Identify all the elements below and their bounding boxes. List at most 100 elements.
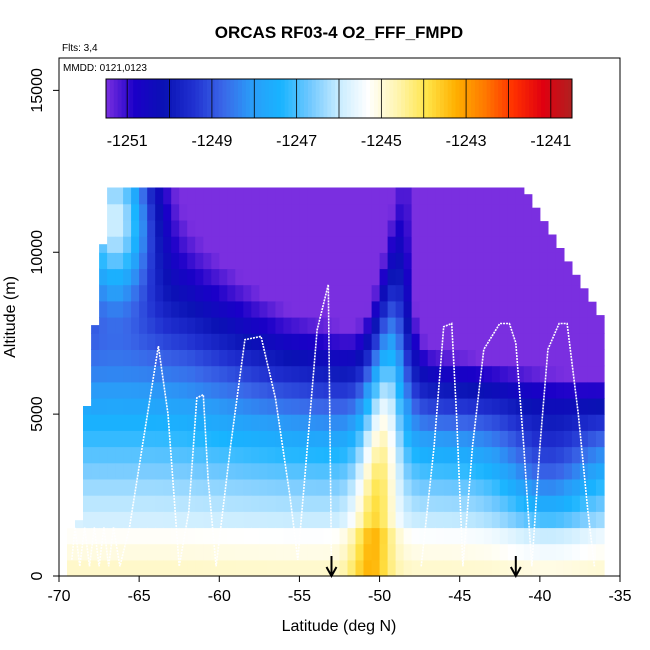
heatmap-cell xyxy=(387,203,397,221)
heatmap-cell xyxy=(235,527,244,545)
heatmap-cell xyxy=(227,219,236,237)
colorbar-segment xyxy=(265,79,270,118)
heatmap-cell xyxy=(411,495,421,512)
heatmap-cell xyxy=(555,333,565,350)
heatmap-cell xyxy=(371,527,381,545)
heatmap-cell xyxy=(275,397,284,415)
heatmap-cell xyxy=(339,414,349,431)
colorbar-segment xyxy=(346,79,352,118)
heatmap-cell xyxy=(139,495,148,512)
heatmap-cell xyxy=(259,495,268,512)
heatmap-cell xyxy=(547,236,557,253)
heatmap-cell xyxy=(371,462,381,480)
heatmap-cell xyxy=(211,268,220,286)
colorbar-segment xyxy=(168,79,173,118)
heatmap-cell xyxy=(195,203,204,221)
heatmap-cell xyxy=(427,430,437,448)
heatmap-cell xyxy=(275,203,284,221)
heatmap-cell xyxy=(483,543,493,561)
heatmap-cell xyxy=(363,333,373,350)
heatmap-cell xyxy=(459,203,469,221)
heatmap-cell xyxy=(443,414,453,431)
heatmap-cell xyxy=(347,317,357,334)
heatmap-cell xyxy=(531,511,541,529)
heatmap-cell xyxy=(83,495,92,512)
colorbar-segment xyxy=(311,79,317,118)
heatmap-cell xyxy=(411,187,421,205)
heatmap-cell xyxy=(251,495,260,512)
colorbar-segment xyxy=(179,79,185,118)
heatmap-cell xyxy=(491,414,501,431)
heatmap-cell xyxy=(491,333,501,350)
heatmap-cell xyxy=(91,446,100,464)
heatmap-cell xyxy=(171,300,180,318)
heatmap-cell xyxy=(171,462,180,480)
heatmap-cell xyxy=(243,462,252,480)
heatmap-cell xyxy=(195,527,204,545)
heatmap-cell xyxy=(339,478,349,496)
heatmap-cell xyxy=(299,236,308,253)
heatmap-cell xyxy=(219,187,228,205)
heatmap-cell xyxy=(227,284,236,302)
heatmap-cell xyxy=(211,252,220,270)
heatmap-cell xyxy=(235,187,244,205)
heatmap-cell xyxy=(131,559,140,577)
heatmap-cell xyxy=(587,397,597,415)
heatmap-cell xyxy=(283,349,292,367)
heatmap-cell xyxy=(299,317,308,334)
heatmap-cell xyxy=(379,333,389,350)
heatmap-cell xyxy=(163,559,172,577)
heatmap-cell xyxy=(411,203,421,221)
heatmap-cell xyxy=(331,236,341,253)
heatmap-cell xyxy=(123,365,132,383)
heatmap-cell xyxy=(243,478,252,496)
colorbar-segment xyxy=(478,79,484,118)
heatmap-cell xyxy=(451,495,461,512)
heatmap-cell xyxy=(459,381,469,399)
heatmap-cell xyxy=(411,333,421,350)
heatmap-cell xyxy=(339,349,349,367)
heatmap-cell xyxy=(163,252,172,270)
heatmap-cell xyxy=(299,365,308,383)
heatmap-cell xyxy=(411,414,421,431)
heatmap-cell xyxy=(259,365,268,383)
heatmap-cell xyxy=(419,300,429,318)
heatmap-cell xyxy=(499,187,509,205)
heatmap-cell xyxy=(507,252,517,270)
heatmap-cell xyxy=(571,333,581,350)
heatmap-cell xyxy=(323,349,333,367)
flight-track-line xyxy=(420,322,596,567)
heatmap-cell xyxy=(219,349,228,367)
heatmap-cell xyxy=(203,252,212,270)
heatmap-cell xyxy=(115,268,124,286)
colorbar-segment xyxy=(533,79,538,118)
heatmap-cell xyxy=(403,284,413,302)
heatmap-cell xyxy=(371,495,381,512)
heatmap-cell xyxy=(179,333,188,350)
heatmap-cell xyxy=(211,559,220,577)
heatmap-cell xyxy=(155,381,164,399)
heatmap-cell xyxy=(291,187,300,205)
heatmap-cell xyxy=(331,219,341,237)
heatmap-cell xyxy=(139,187,148,205)
heatmap-cell xyxy=(507,397,517,415)
heatmap-cell xyxy=(195,495,204,512)
heatmap-cell xyxy=(259,317,268,334)
heatmap-cell xyxy=(451,349,461,367)
heatmap-cell xyxy=(419,397,429,415)
heatmap-cell xyxy=(211,543,220,561)
heatmap-cell xyxy=(483,446,493,464)
colorbar-tick-label: -1241 xyxy=(530,133,571,150)
heatmap-cell xyxy=(475,203,485,221)
heatmap-cell xyxy=(219,462,228,480)
heatmap-cell xyxy=(387,268,397,286)
heatmap-cell xyxy=(211,430,220,448)
heatmap-cell xyxy=(115,462,124,480)
heatmap-cell xyxy=(291,252,300,270)
heatmap-cell xyxy=(411,349,421,367)
heatmap-cell xyxy=(291,462,300,480)
heatmap-cell xyxy=(331,381,341,399)
heatmap-cell xyxy=(531,252,541,270)
heatmap-cell xyxy=(339,430,349,448)
heatmap-cell xyxy=(371,219,381,237)
